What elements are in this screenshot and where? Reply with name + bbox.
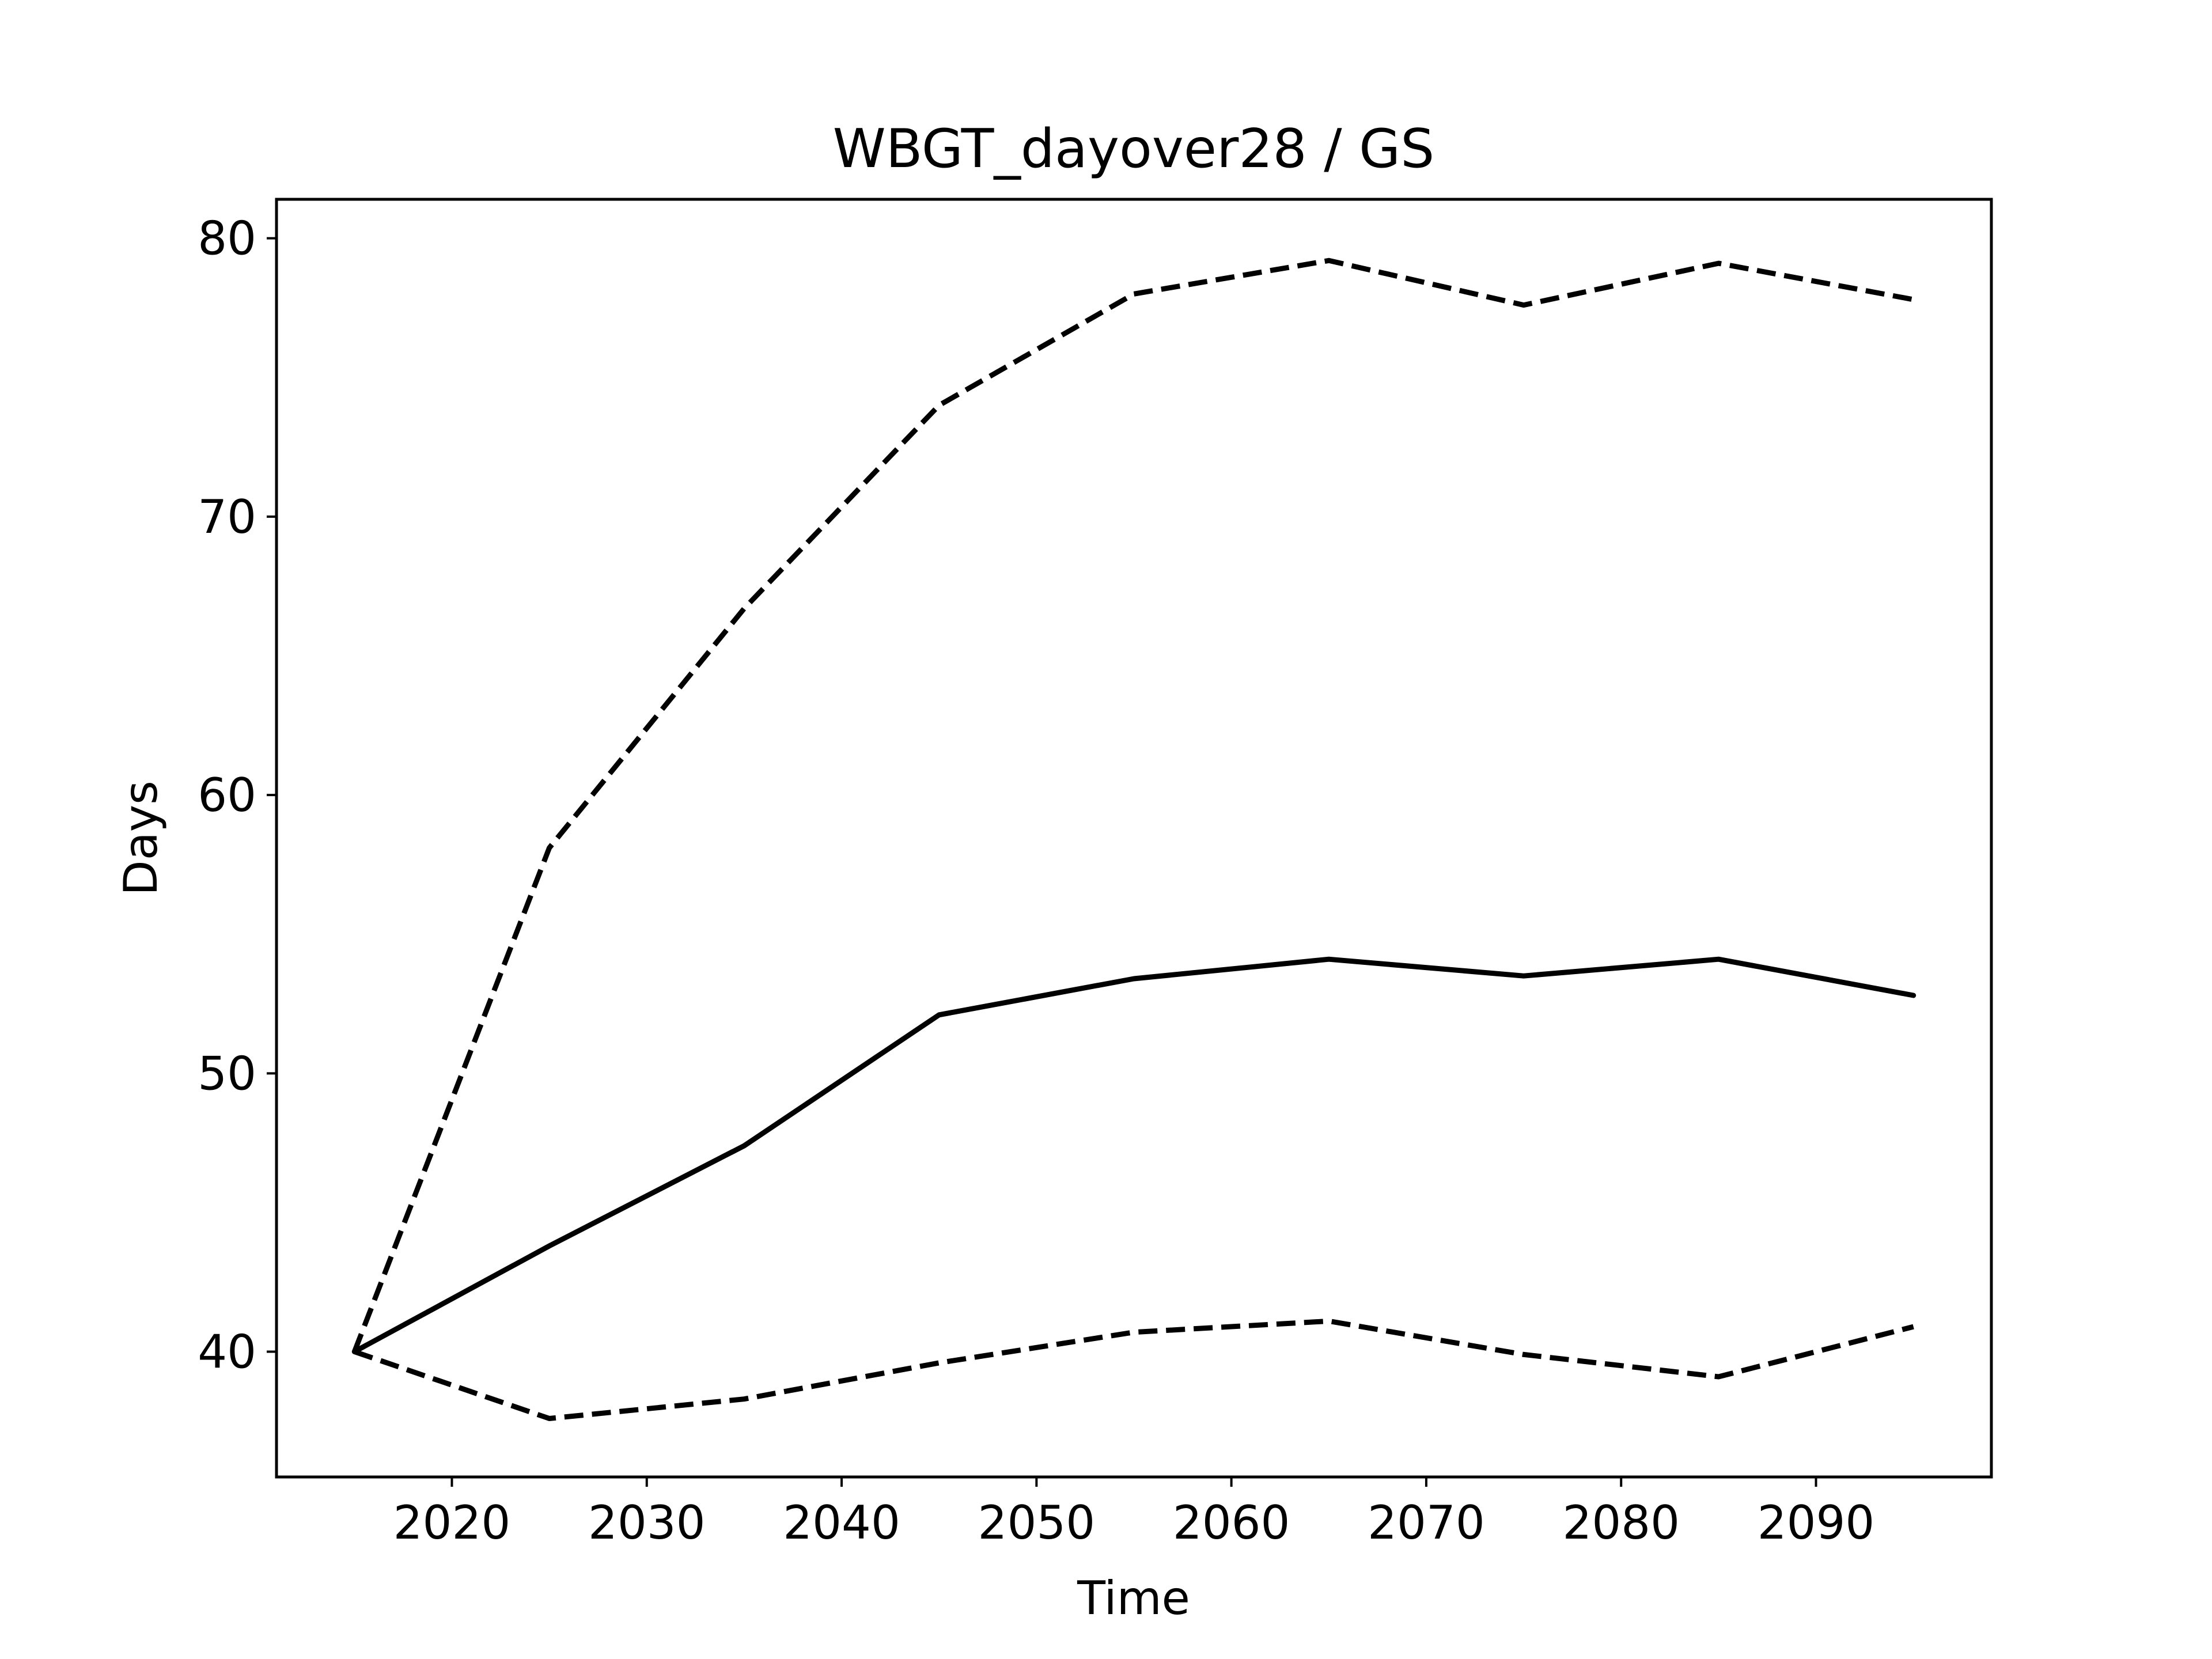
x-tick-label: 2070 <box>1368 1496 1485 1550</box>
y-tick-label: 60 <box>198 768 256 822</box>
y-tick-label: 40 <box>198 1325 256 1379</box>
x-tick-label: 2090 <box>1758 1496 1875 1550</box>
x-tick-label: 2060 <box>1173 1496 1290 1550</box>
x-tick-label: 2050 <box>978 1496 1096 1550</box>
chart-title: WBGT_dayover28 / GS <box>833 118 1435 180</box>
y-axis-label: Days <box>114 781 168 896</box>
plot-frame <box>275 198 1993 1479</box>
y-axis: 40 50 60 70 80 <box>198 212 276 1379</box>
x-tick-label: 2040 <box>783 1496 900 1550</box>
x-axis-label: Time <box>1077 1571 1190 1625</box>
x-tick-label: 2020 <box>393 1496 511 1550</box>
x-tick-label: 2080 <box>1562 1496 1680 1550</box>
series-line-1 <box>352 257 1914 1353</box>
y-tick-label: 80 <box>198 212 256 266</box>
y-tick-label: 50 <box>198 1047 256 1100</box>
series-layer <box>351 257 1916 1421</box>
series-line-2 <box>351 956 1916 1354</box>
y-tick-label: 70 <box>198 490 256 544</box>
x-axis: 2020 2030 2040 2050 2060 2070 2080 2090 <box>393 1477 1875 1550</box>
x-tick-label: 2030 <box>588 1496 706 1550</box>
